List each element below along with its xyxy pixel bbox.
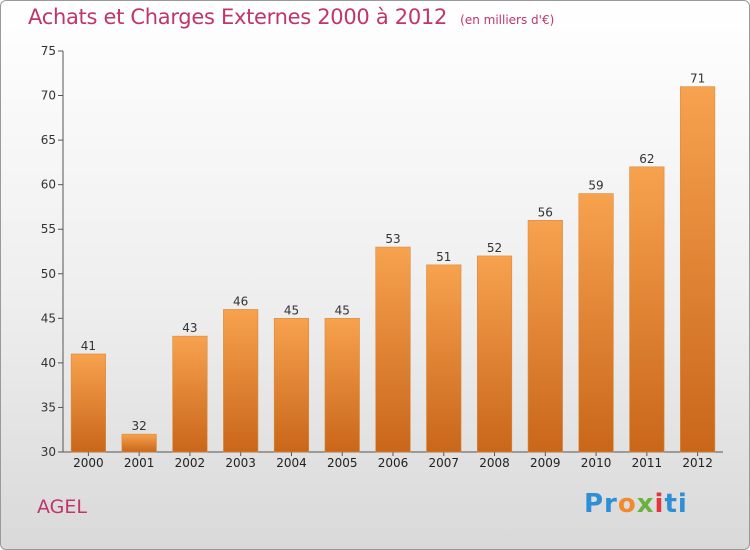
bar-2004 (273, 318, 310, 453)
bar-2002 (172, 335, 208, 453)
x-tick-label: 2003 (225, 456, 256, 470)
bar-2011 (629, 166, 665, 453)
title-unit: (en milliers d'€) (460, 13, 555, 27)
axes: 30 35 40 45 50 55 60 65 70 75 2000 2001 2002 2003 2004… (41, 44, 723, 470)
logo-part: x (636, 489, 655, 519)
y-tick-label: 55 (41, 222, 56, 236)
y-tick-label: 70 (41, 89, 56, 103)
x-tick-label: 2001 (124, 456, 155, 470)
chart-title: Achats et Charges Externes 2000 à 2012 (… (28, 5, 554, 29)
title-text: Achats et Charges Externes 2000 à 2012 (28, 5, 448, 29)
logo-part: i (654, 489, 665, 519)
y-tick-label: 75 (41, 44, 56, 58)
x-tick-label: 2009 (530, 456, 561, 470)
x-tick-label: 2012 (682, 456, 713, 470)
y-tick-label: 40 (41, 356, 56, 370)
commune-name: AGEL (37, 496, 87, 518)
x-tick-label: 2002 (175, 456, 206, 470)
x-tick-label: 2004 (276, 456, 307, 470)
x-tick-label: 2006 (378, 456, 409, 470)
x-tick-label: 2008 (479, 456, 510, 470)
data-label: 51 (436, 250, 451, 264)
x-tick-label: 2007 (428, 456, 459, 470)
data-label: 43 (182, 321, 197, 335)
y-tick-label: 50 (41, 267, 56, 281)
data-label: 56 (538, 205, 553, 219)
data-label: 41 (81, 339, 96, 353)
bar-2000 (70, 353, 106, 453)
y-tick-label: 60 (41, 178, 56, 192)
y-tick-label: 65 (41, 133, 56, 147)
y-tick-label: 35 (41, 400, 56, 414)
bar-2010 (578, 193, 614, 453)
logo-part: Pr (584, 489, 618, 519)
y-tick-label: 30 (41, 445, 56, 459)
bar-2006 (375, 246, 411, 453)
bar-2007 (426, 264, 462, 453)
data-label: 71 (690, 72, 705, 86)
data-label: 52 (487, 241, 502, 255)
x-tick-label: 2010 (581, 456, 612, 470)
data-label: 53 (385, 232, 400, 246)
proxiti-logo[interactable]: Proxiti (584, 489, 688, 519)
bars: 41 32 43 46 45 45 53 51 52 56 59 62 71 (70, 72, 716, 453)
bar-2001 (121, 433, 157, 453)
logo-part: ti (664, 489, 688, 519)
y-tick-label: 45 (41, 311, 56, 325)
data-label: 32 (132, 419, 147, 433)
x-tick-label: 2005 (327, 456, 358, 470)
data-label: 45 (335, 303, 350, 317)
data-label: 45 (284, 303, 299, 317)
bar-2012 (680, 86, 716, 453)
x-tick-label: 2000 (73, 456, 104, 470)
bar-2009 (527, 220, 563, 453)
bar-2008 (476, 255, 513, 453)
data-label: 46 (233, 294, 248, 308)
bar-2005 (324, 318, 360, 453)
logo-part: o (617, 489, 637, 519)
x-tick-label: 2011 (632, 456, 663, 470)
data-label: 62 (639, 152, 654, 166)
bar-2003 (223, 309, 259, 453)
data-label: 59 (588, 179, 603, 193)
